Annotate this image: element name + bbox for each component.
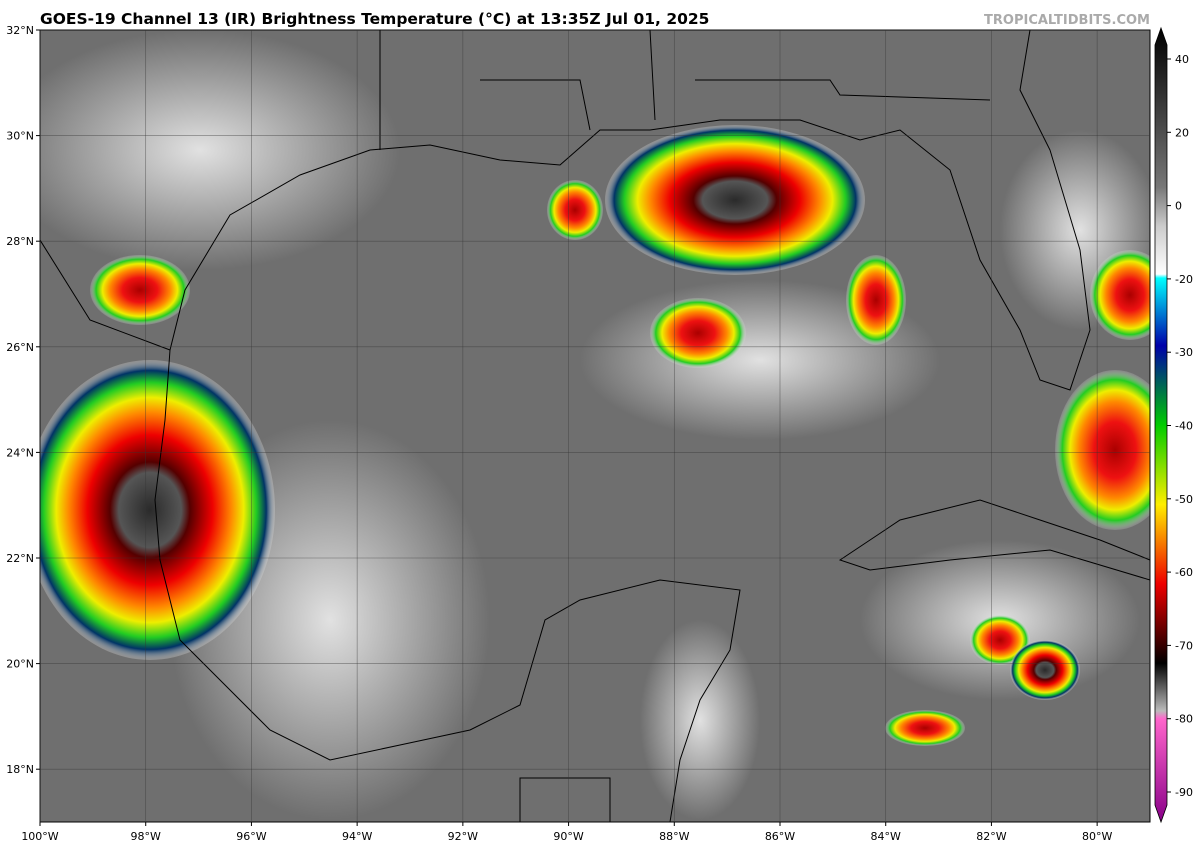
colorbar-label: -30 <box>1175 346 1193 359</box>
title: GOES-19 Channel 13 (IR) Brightness Tempe… <box>40 10 709 28</box>
colorbar <box>1154 26 1168 824</box>
colorbar-label: -70 <box>1175 639 1193 652</box>
y-tick-label: 18°N <box>6 763 34 776</box>
y-tick-label: 32°N <box>6 24 34 37</box>
x-tick-label: 80°W <box>1082 830 1112 843</box>
x-tick-label: 90°W <box>553 830 583 843</box>
y-tick-label: 28°N <box>6 235 34 248</box>
colorbar-label: -50 <box>1175 493 1193 506</box>
colorbar-label: 0 <box>1175 200 1182 213</box>
y-tick-label: 26°N <box>6 341 34 354</box>
x-tick-label: 100°W <box>21 830 58 843</box>
colorbar-label: 20 <box>1175 126 1189 139</box>
colorbar-label: 40 <box>1175 53 1189 66</box>
colorbar-label: -20 <box>1175 273 1193 286</box>
x-tick-label: 94°W <box>342 830 372 843</box>
y-tick-label: 24°N <box>6 446 34 459</box>
colorbar-label: -40 <box>1175 420 1193 433</box>
colorbar-label: -60 <box>1175 566 1193 579</box>
colorbar-label: -80 <box>1175 713 1193 726</box>
y-tick-label: 30°N <box>6 130 34 143</box>
x-tick-label: 98°W <box>131 830 161 843</box>
colorbar-label: -90 <box>1175 786 1193 799</box>
x-tick-label: 96°W <box>236 830 266 843</box>
satellite-image <box>40 30 1150 822</box>
y-tick-label: 20°N <box>6 658 34 671</box>
x-tick-label: 84°W <box>871 830 901 843</box>
x-tick-label: 82°W <box>976 830 1006 843</box>
x-tick-label: 92°W <box>448 830 478 843</box>
x-tick-label: 86°W <box>765 830 795 843</box>
x-tick-label: 88°W <box>659 830 689 843</box>
y-tick-label: 22°N <box>6 552 34 565</box>
credit: TROPICALTIDBITS.COM <box>984 13 1150 28</box>
